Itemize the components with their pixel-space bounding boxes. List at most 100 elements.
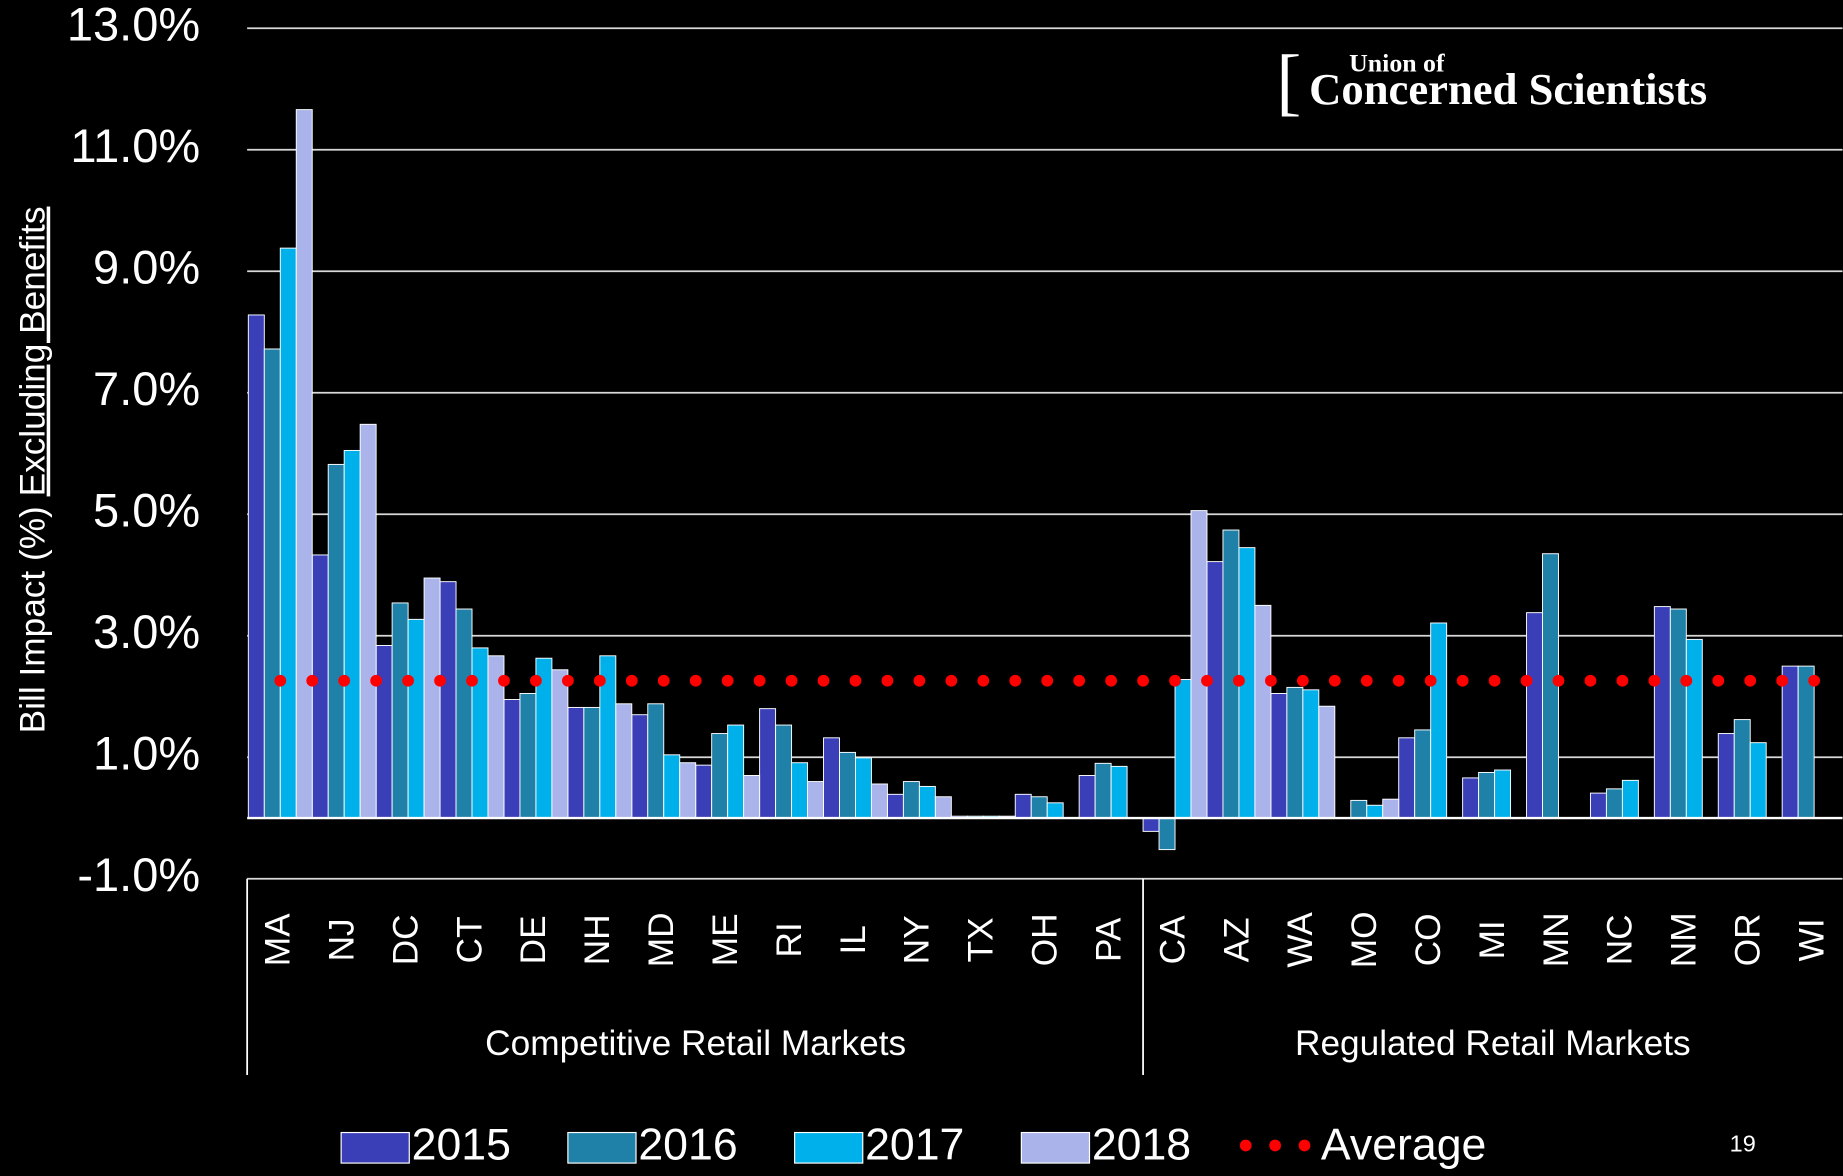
bar: [295, 109, 313, 819]
bar: [1110, 765, 1128, 819]
average-dot: [1233, 674, 1245, 687]
average-dot: [1360, 674, 1373, 687]
average-dot: [1808, 674, 1821, 687]
average-dot: [1424, 674, 1437, 687]
bar: [455, 608, 473, 819]
average-dot: [1392, 674, 1405, 687]
bar: [1366, 804, 1384, 819]
bar: [1430, 622, 1448, 819]
bar: [1478, 771, 1496, 819]
bar: [343, 449, 361, 819]
bar: [1669, 608, 1687, 819]
x-tick-label: WA: [1281, 912, 1320, 968]
average-dot: [977, 674, 990, 687]
average-dot: [785, 674, 798, 687]
x-tick-label: MI: [1473, 920, 1512, 959]
bar: [1318, 705, 1336, 819]
average-dot: [753, 674, 766, 687]
average-dot: [1520, 674, 1533, 687]
bar: [615, 703, 633, 819]
x-tick-label: AZ: [1217, 917, 1256, 962]
x-tick-label: MO: [1345, 911, 1384, 968]
bar: [902, 781, 920, 819]
average-dot: [881, 674, 894, 687]
average-dot: [1137, 674, 1149, 687]
average-dot: [1712, 674, 1725, 687]
bar: [647, 703, 665, 819]
bar: [695, 764, 713, 819]
legend-label: Average: [1321, 1121, 1486, 1170]
legend-average-dot: [1269, 1139, 1281, 1152]
bar: [791, 762, 809, 819]
x-tick-label: OH: [1026, 913, 1065, 966]
x-tick-label: CA: [1153, 915, 1192, 964]
bar: [1526, 612, 1543, 819]
average-dot: [530, 674, 542, 687]
bar: [1621, 779, 1639, 819]
bar: [1653, 606, 1671, 819]
legend-swatch: [340, 1131, 410, 1164]
bar: [1270, 692, 1288, 819]
x-tick-label: TX: [962, 917, 1001, 962]
average-dot: [1680, 674, 1693, 687]
x-tick-label: CO: [1409, 913, 1448, 966]
average-dot: [1616, 674, 1629, 687]
legend-label: 2015: [412, 1121, 511, 1170]
y-tick-label: 1.0%: [93, 727, 200, 780]
bar: [1286, 686, 1304, 819]
x-tick-label: NY: [898, 915, 937, 964]
x-tick-label: ME: [706, 913, 745, 966]
y-tick-label: 11.0%: [70, 119, 200, 172]
bar: [1046, 802, 1064, 819]
group-label: Regulated Retail Markets: [1295, 1024, 1691, 1063]
average-dot: [338, 674, 351, 687]
average-dot: [1105, 674, 1117, 687]
legend-label: 2018: [1092, 1121, 1191, 1170]
y-tick-label: 5.0%: [93, 484, 200, 537]
average-dot: [1201, 674, 1213, 687]
bar: [886, 793, 904, 819]
y-label-text: Bill Impact (%): [14, 496, 53, 733]
bar: [839, 751, 856, 819]
bar: [759, 708, 777, 819]
average-dot: [466, 674, 478, 687]
bar: [247, 314, 265, 819]
bar: [375, 644, 393, 819]
average-dot: [274, 674, 287, 687]
average-dot: [657, 674, 670, 687]
bar: [775, 724, 793, 819]
average-dot: [562, 674, 574, 687]
logo-line1: Union of: [1349, 49, 1445, 78]
bar: [583, 706, 601, 819]
bar: [1733, 719, 1751, 819]
bar: [423, 577, 441, 819]
logo-line2: Concerned Scientists: [1309, 64, 1707, 114]
average-dot: [913, 674, 926, 687]
average-dot: [1328, 674, 1341, 687]
bar: [263, 348, 281, 819]
average-dot: [1584, 674, 1597, 687]
y-tick-label: 13.0%: [67, 0, 200, 51]
bar: [1094, 762, 1112, 819]
bar: [1414, 729, 1432, 819]
bar: [1030, 796, 1048, 819]
average-dot: [817, 674, 830, 687]
bar: [1014, 793, 1032, 819]
average-dot: [689, 674, 702, 687]
y-tick-label: 9.0%: [93, 241, 200, 294]
bar: [855, 757, 872, 819]
average-dot: [434, 674, 446, 687]
average-dot: [306, 674, 319, 687]
bar: [934, 796, 952, 819]
bar: [1174, 679, 1192, 819]
x-tick-label: NC: [1601, 914, 1640, 965]
average-dot: [593, 674, 606, 687]
legend-average-dot: [1298, 1139, 1311, 1152]
bar: [503, 699, 521, 819]
logo: [ Union of Concerned Scientists: [1276, 41, 1707, 124]
bar: [567, 706, 585, 819]
bar: [807, 781, 824, 819]
bar: [1589, 792, 1607, 819]
x-tick-label: DE: [514, 915, 553, 964]
